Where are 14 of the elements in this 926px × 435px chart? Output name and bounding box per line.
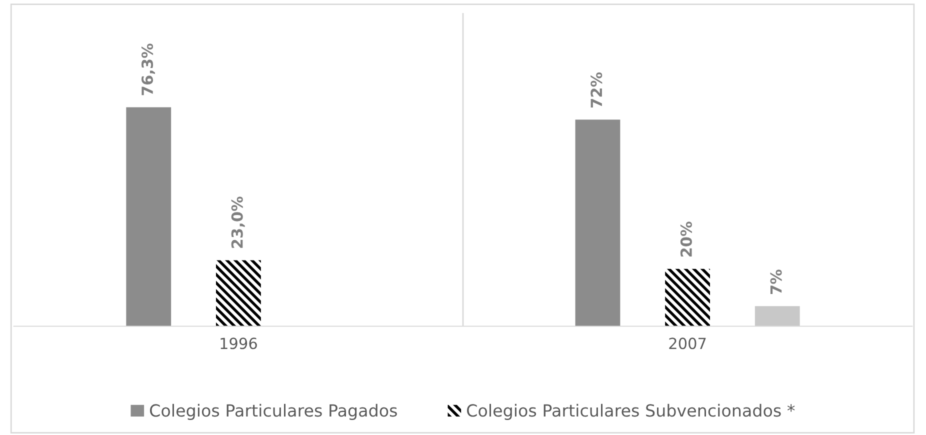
data-label: 23,0% (231, 196, 245, 248)
legend-label: Colegios Particulares Pagados (150, 404, 397, 420)
bar (216, 260, 261, 326)
x-tick-label: 2007 (669, 338, 706, 350)
data-label: 7% (770, 270, 782, 294)
data-label: 20% (680, 222, 692, 257)
bar (754, 306, 800, 326)
x-tick-label: 1996 (220, 338, 257, 350)
bar (575, 120, 620, 326)
data-label: 76,3% (142, 44, 156, 96)
bar (126, 107, 172, 326)
data-label: 72% (590, 72, 602, 108)
bar (665, 268, 710, 326)
legend-label: Colegios Particulares Subvencionados * (467, 404, 795, 420)
